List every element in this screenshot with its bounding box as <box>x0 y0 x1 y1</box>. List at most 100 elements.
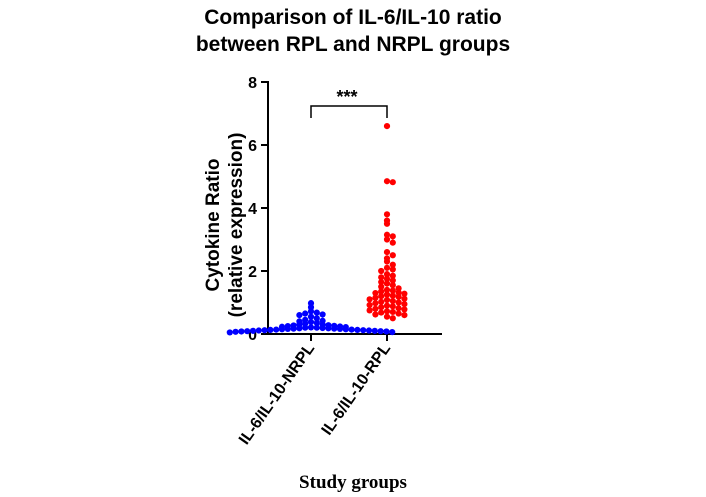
rpl-data-point <box>389 266 396 273</box>
rpl-data-point <box>389 272 396 279</box>
rpl-data-point <box>401 295 408 302</box>
y-tick-label: 8 <box>248 75 257 92</box>
nrpl-data-point <box>307 313 315 320</box>
rpl-data-point <box>383 236 391 243</box>
nrpl-data-point <box>307 324 315 331</box>
rpl-data-point <box>389 315 396 322</box>
rpl-data-point <box>366 307 373 314</box>
nrpl-data-point <box>313 319 320 327</box>
rpl-data-point <box>383 302 391 309</box>
rpl-data-point <box>383 231 391 238</box>
rpl-data-point <box>383 211 391 218</box>
nrpl-data-point <box>360 327 367 334</box>
rpl-data-point <box>389 308 396 316</box>
nrpl-data-point <box>307 318 315 326</box>
nrpl-data-point <box>383 328 390 335</box>
nrpl-data-point <box>319 324 326 332</box>
rpl-data-point <box>389 239 396 246</box>
nrpl-data-point <box>261 327 268 334</box>
nrpl-data-point <box>296 325 303 332</box>
rpl-data-point <box>378 298 385 305</box>
rpl-data-point <box>389 261 396 268</box>
rpl-data-point <box>395 299 402 306</box>
rpl-data-point <box>378 267 385 275</box>
rpl-data-point <box>395 293 402 300</box>
y-tick-label: 6 <box>248 138 257 155</box>
x-category-label: IL-6/IL-10-NRPL <box>236 340 318 448</box>
nrpl-data-point <box>336 325 344 333</box>
rpl-data-point <box>378 283 385 290</box>
rpl-data-point <box>389 287 396 294</box>
rpl-data-point <box>378 288 385 295</box>
y-axis-title-line-2: (relative expression) <box>226 133 247 318</box>
rpl-data-point <box>383 296 391 304</box>
chart-title-line-1: Comparison of IL-6/IL-10 ratio <box>204 6 502 29</box>
x-category-label: IL-6/IL-10-RPL <box>319 340 395 438</box>
rpl-data-point <box>395 289 402 296</box>
nrpl-data-point <box>371 327 378 334</box>
nrpl-data-point <box>319 311 326 318</box>
nrpl-data-point <box>342 326 349 333</box>
rpl-data-point <box>383 249 391 256</box>
rpl-data-point <box>378 278 385 286</box>
rpl-data-point <box>389 179 396 186</box>
nrpl-data-point <box>313 315 320 322</box>
rpl-data-point <box>366 296 373 303</box>
rpl-data-point <box>383 178 391 185</box>
nrpl-data-point <box>249 327 257 334</box>
nrpl-data-point <box>365 327 373 334</box>
nrpl-data-point <box>313 309 320 316</box>
rpl-data-point <box>389 233 396 240</box>
rpl-data-point <box>372 294 379 301</box>
rpl-data-point <box>389 303 396 310</box>
nrpl-data-point <box>354 326 361 334</box>
nrpl-data-point <box>238 328 245 335</box>
nrpl-data-point <box>267 326 274 334</box>
y-axis-title-line-1: Cytokine Ratio <box>203 158 224 291</box>
rpl-data-point <box>389 277 396 284</box>
y-tick-label: 0 <box>248 327 257 344</box>
rpl-data-point <box>383 280 391 287</box>
rpl-data-point <box>395 305 402 312</box>
rpl-data-point <box>389 292 396 299</box>
rpl-data-point <box>389 282 396 289</box>
rpl-data-point <box>366 301 373 309</box>
significance-label: *** <box>336 87 357 107</box>
nrpl-data-point <box>377 328 384 335</box>
rpl-data-point <box>389 297 396 305</box>
nrpl-data-point <box>284 325 291 333</box>
rpl-data-point <box>378 304 385 311</box>
nrpl-data-point <box>290 325 297 332</box>
rpl-data-point <box>383 291 391 298</box>
nrpl-data-point <box>255 327 262 334</box>
rpl-data-point <box>401 312 408 319</box>
nrpl-data-point <box>302 324 309 331</box>
chart-title-line-2: between RPL and NRPL groups <box>195 33 511 56</box>
nrpl-data-point <box>313 324 320 331</box>
rpl-data-point <box>372 289 379 297</box>
nrpl-data-point <box>278 326 286 333</box>
rpl-data-point <box>383 308 391 315</box>
rpl-data-point <box>383 275 391 282</box>
rpl-data-point <box>383 220 391 227</box>
y-tick-label: 2 <box>248 264 257 281</box>
rpl-data-point <box>378 309 385 316</box>
chart-title: Comparison of IL-6/IL-10 ratio between R… <box>0 4 706 58</box>
rpl-data-point <box>383 123 391 130</box>
nrpl-data-point <box>302 310 309 317</box>
rpl-data-point <box>401 300 408 308</box>
rpl-data-point <box>378 293 385 300</box>
nrpl-data-point <box>273 326 280 333</box>
y-tick-label: 4 <box>248 201 257 218</box>
y-axis-title: Cytokine Ratio (relative expression) <box>203 133 247 318</box>
rpl-data-point <box>395 310 402 317</box>
nrpl-data-point <box>296 312 303 319</box>
nrpl-data-point <box>389 329 396 336</box>
nrpl-data-point <box>348 326 355 333</box>
rpl-data-point <box>383 271 391 278</box>
rpl-data-point <box>383 258 391 265</box>
nrpl-data-point <box>226 329 233 336</box>
nrpl-data-point <box>244 328 251 335</box>
rpl-data-point <box>383 286 391 293</box>
